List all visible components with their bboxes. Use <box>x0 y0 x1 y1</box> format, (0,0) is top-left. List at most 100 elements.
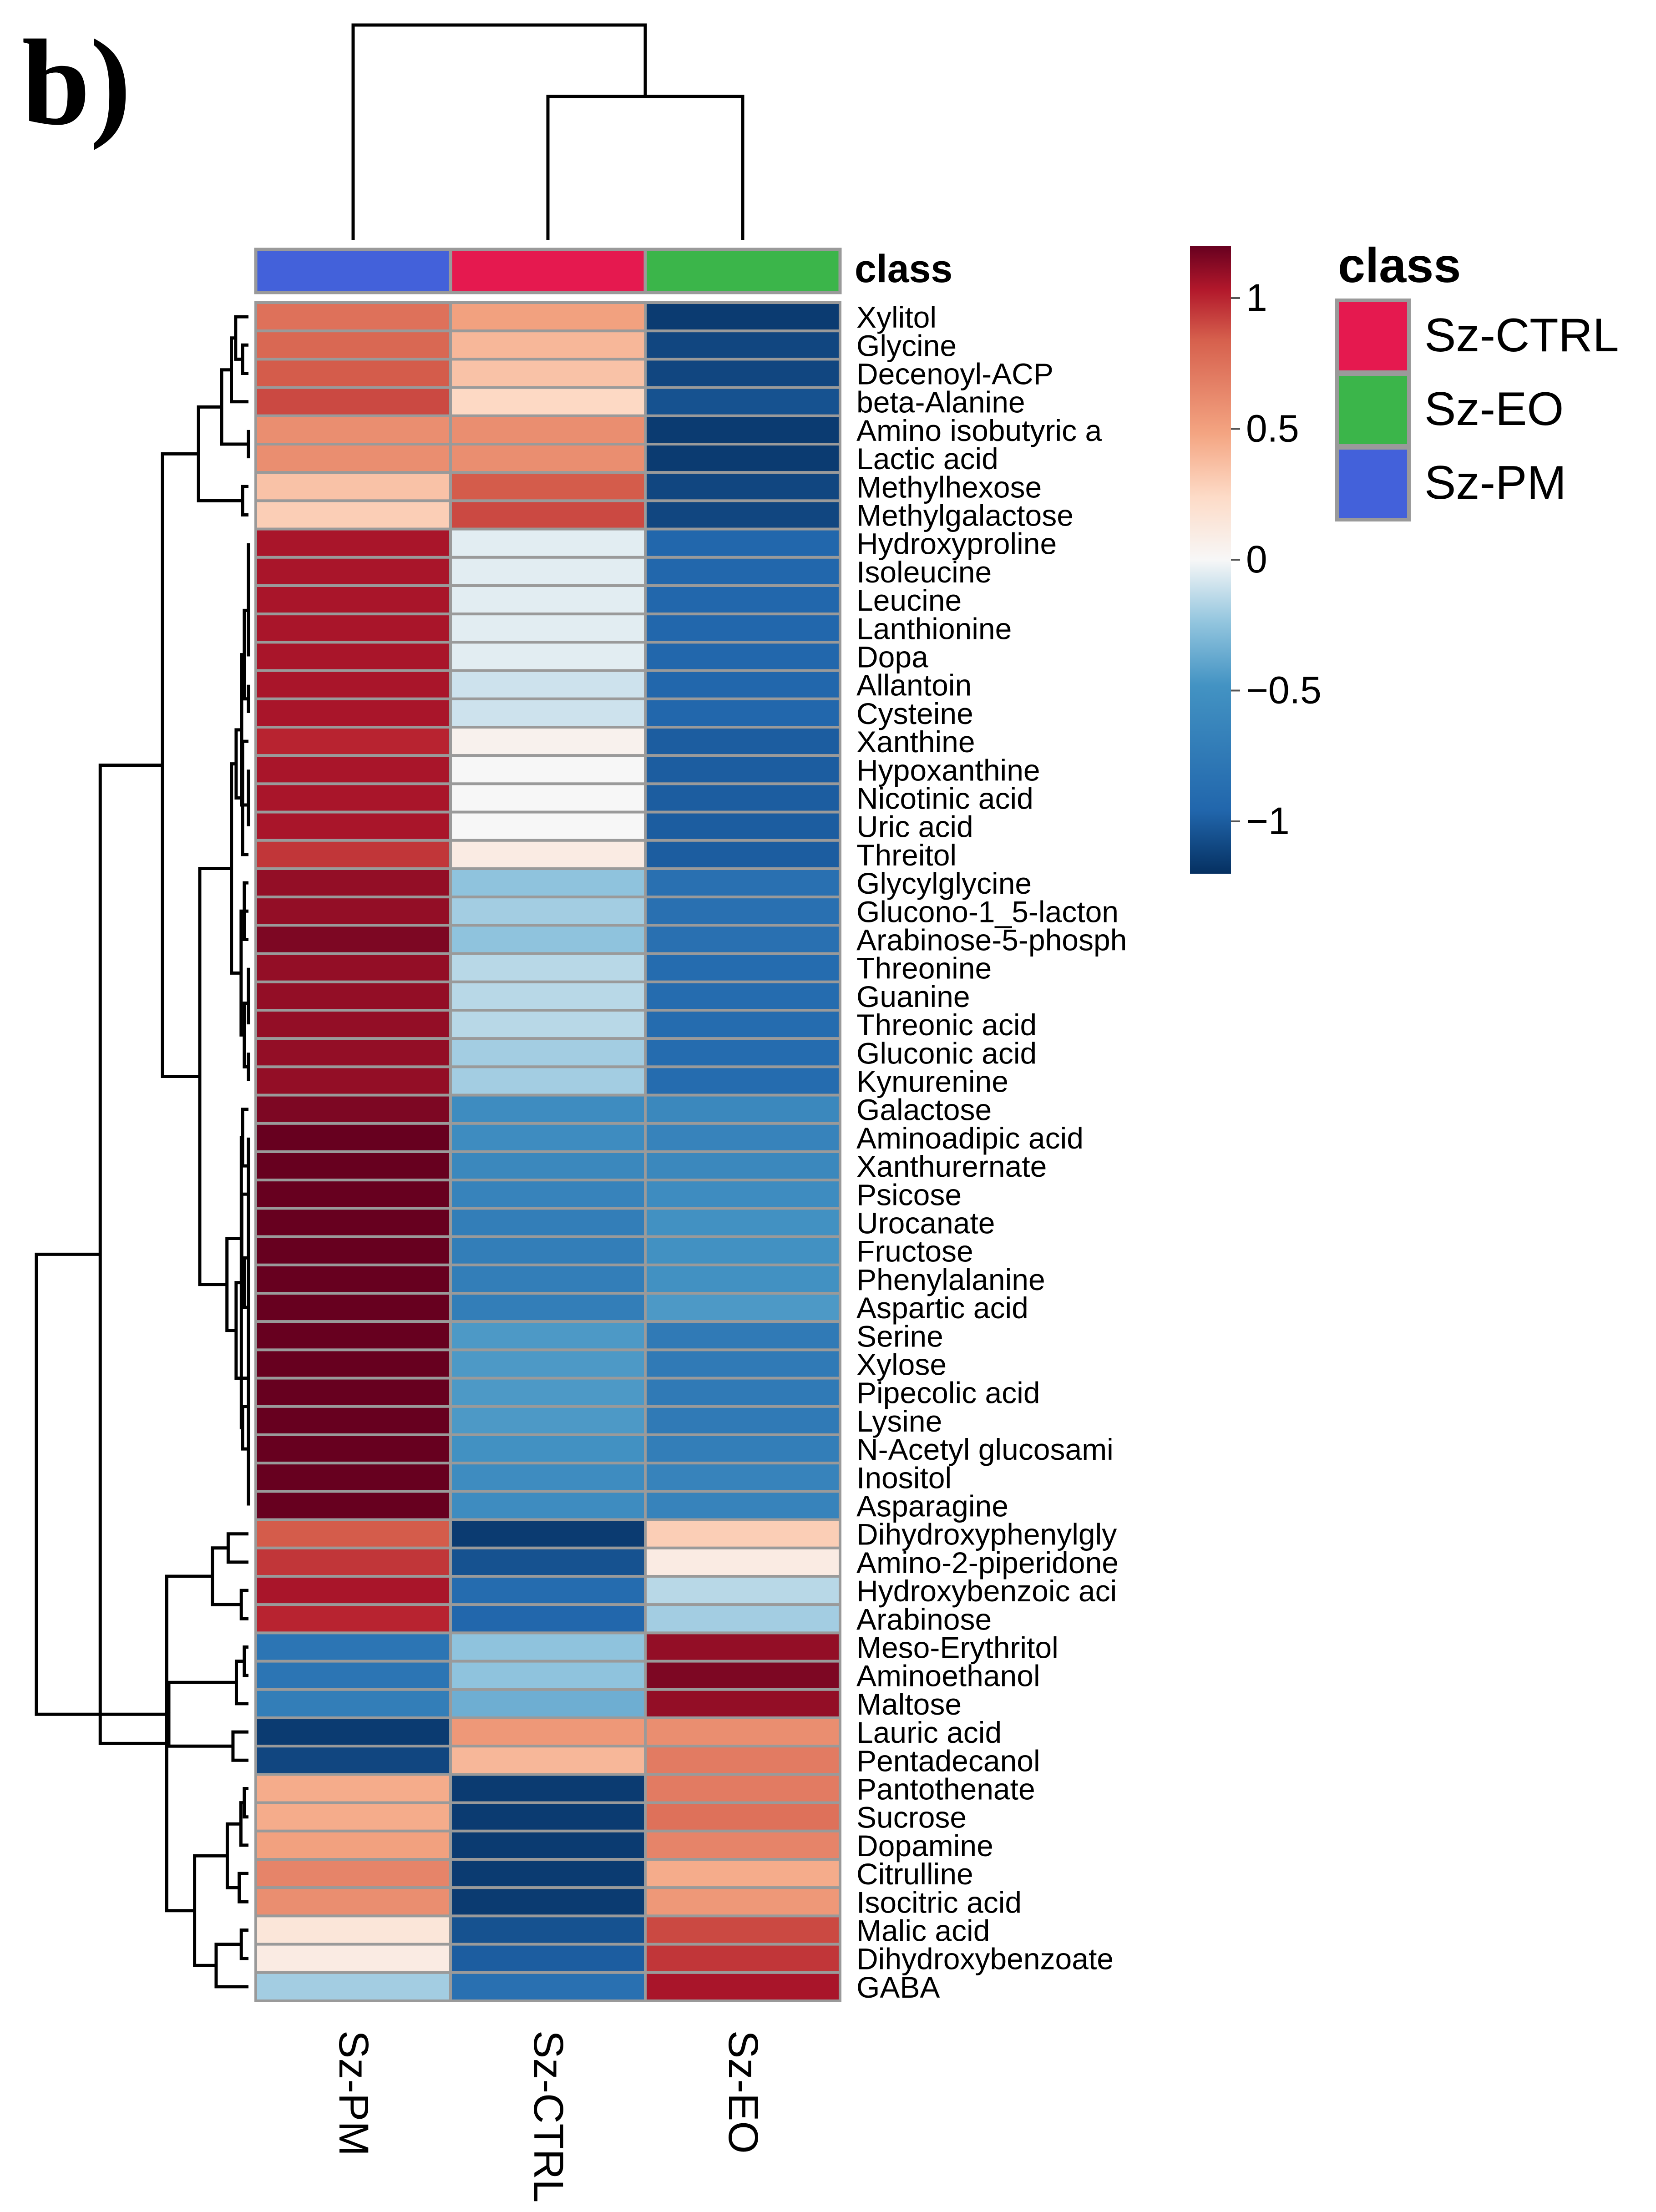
row-label-methylhexose: Methylhexose <box>856 470 1042 504</box>
heatmap-cell <box>254 414 452 445</box>
heatmap-cell <box>449 358 647 389</box>
heatmap-cell <box>644 1462 841 1493</box>
heatmap-cell <box>449 1490 647 1521</box>
heatmap-cell <box>449 1122 647 1154</box>
row-dendrogram <box>35 315 250 1989</box>
row-label-aminoethanol: Aminoethanol <box>856 1659 1040 1693</box>
heatmap-cell <box>449 584 647 616</box>
colorbar-tick-label: −1 <box>1246 800 1290 842</box>
row-label-lauric-acid: Lauric acid <box>856 1716 1002 1749</box>
heatmap-cell <box>254 896 452 927</box>
heatmap-cell <box>254 1943 452 1974</box>
annotation-cell-sz-ctrl <box>449 248 647 294</box>
heatmap-cell <box>644 556 841 587</box>
heatmap-cell <box>254 1462 452 1493</box>
heatmap-cell <box>644 386 841 417</box>
row-label-pentadecanol: Pentadecanol <box>856 1744 1040 1777</box>
heatmap-cell <box>254 669 452 700</box>
heatmap-cell <box>254 810 452 842</box>
heatmap-cell <box>449 1829 647 1861</box>
row-label-n-acetyl-glucosami: N-Acetyl glucosami <box>856 1432 1114 1466</box>
heatmap-cell <box>254 1037 452 1068</box>
heatmap-cell <box>449 527 647 559</box>
heatmap-cell <box>254 952 452 983</box>
heatmap-cell <box>254 782 452 814</box>
row-label-inositol: Inositol <box>856 1461 952 1494</box>
row-label-serine: Serine <box>856 1319 943 1353</box>
heatmap-cell <box>644 1179 841 1210</box>
heatmap-cell <box>449 1207 647 1238</box>
heatmap-cell <box>644 1631 841 1663</box>
heatmap-cell <box>449 1716 647 1748</box>
heatmap-cell <box>449 1546 647 1578</box>
class-legend: class Sz-CTRL Sz-EO Sz-PM <box>1335 238 1619 521</box>
heatmap-cell <box>254 1433 452 1465</box>
heatmap-cell <box>449 980 647 1012</box>
heatmap-cell <box>449 924 647 955</box>
heatmap-cell <box>449 1292 647 1323</box>
heatmap-cell <box>449 1037 647 1068</box>
row-label-aspartic-acid: Aspartic acid <box>856 1291 1028 1325</box>
heatmap-cell <box>644 1914 841 1946</box>
row-label-pipecolic-acid: Pipecolic acid <box>856 1376 1040 1410</box>
heatmap-cell <box>254 1122 452 1154</box>
column-label-sz-eo: Sz-EO <box>720 2030 766 2154</box>
heatmap-cells <box>254 301 841 2002</box>
heatmap-cell <box>449 754 647 785</box>
heatmap-cell <box>254 1829 452 1861</box>
row-label-meso-erythritol: Meso-Erythritol <box>856 1631 1058 1665</box>
row-label-dihydroxyphenylgly: Dihydroxyphenylgly <box>856 1518 1117 1551</box>
row-label-arabinose-5-phosph: Arabinose-5-phosph <box>856 923 1127 957</box>
heatmap-cell <box>644 867 841 899</box>
row-label-sucrose: Sucrose <box>856 1801 967 1834</box>
row-label-cysteine: Cysteine <box>856 697 973 730</box>
heatmap-cell <box>449 1405 647 1437</box>
heatmap-cell <box>644 1858 841 1889</box>
row-label-xanthurernate: Xanthurernate <box>856 1149 1047 1183</box>
heatmap-cell <box>254 1575 452 1606</box>
heatmap-cell <box>254 1065 452 1097</box>
heatmap-cell <box>254 1971 452 2002</box>
row-label-xylitol: Xylitol <box>856 300 937 334</box>
heatmap-cell <box>449 329 647 361</box>
heatmap-cell <box>644 726 841 757</box>
row-labels: XylitolGlycineDecenoyl-ACPbeta-AlanineAm… <box>856 300 1127 2004</box>
heatmap-cell <box>254 527 452 559</box>
heatmap-cell <box>449 556 647 587</box>
heatmap-cell <box>449 499 647 531</box>
heatmap-cell <box>254 386 452 417</box>
heatmap-cell <box>449 1886 647 1918</box>
heatmap-cell <box>254 1405 452 1437</box>
legend-label-sz-eo: Sz-EO <box>1424 383 1564 435</box>
heatmap-cell <box>449 839 647 871</box>
heatmap-cell <box>644 584 841 616</box>
heatmap-cell <box>644 1122 841 1154</box>
heatmap-cell <box>254 499 452 531</box>
row-label-threonic-acid: Threonic acid <box>856 1008 1037 1042</box>
heatmap-cell <box>449 1943 647 1974</box>
heatmap-cell <box>449 1009 647 1040</box>
heatmap-cell <box>254 1716 452 1748</box>
heatmap-cell <box>449 414 647 445</box>
colorbar-tick-label: 0 <box>1246 538 1267 581</box>
heatmap-cell <box>449 726 647 757</box>
heatmap-cell <box>254 556 452 587</box>
row-label-glucono-1-5-lacton: Glucono-1_5-lacton <box>856 895 1119 928</box>
heatmap-cell <box>254 1546 452 1578</box>
row-label-asparagine: Asparagine <box>856 1489 1008 1523</box>
heatmap-cell <box>644 471 841 502</box>
heatmap-cell <box>254 641 452 672</box>
heatmap-cell <box>449 1801 647 1832</box>
heatmap-cell <box>449 1377 647 1408</box>
row-label-aminoadipic-acid: Aminoadipic acid <box>856 1121 1084 1155</box>
heatmap-cell <box>644 358 841 389</box>
row-label-threitol: Threitol <box>856 838 957 872</box>
heatmap-cell <box>644 1405 841 1437</box>
heatmap-cell <box>644 980 841 1012</box>
heatmap-cell <box>449 867 647 899</box>
heatmap-cell <box>449 1745 647 1776</box>
heatmap-cell <box>449 1688 647 1720</box>
row-label-kynurenine: Kynurenine <box>856 1065 1008 1098</box>
heatmap-cell <box>254 1348 452 1380</box>
row-label-amino-isobutyric-a: Amino isobutyric a <box>856 414 1102 447</box>
